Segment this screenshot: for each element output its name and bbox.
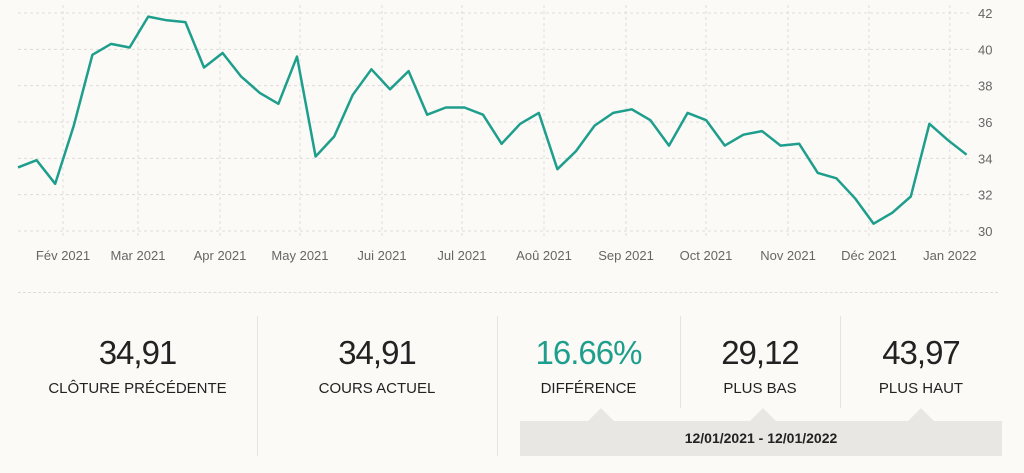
y-tick-label: 32 [978,188,992,203]
divider [257,316,258,456]
stat-value: 34,91 [98,334,178,371]
x-tick-label: Oct 2021 [680,248,733,263]
stat-low: 29,12 Plus bas [680,316,840,456]
stat-difference: 16.66% Différence [497,316,680,456]
x-tick-label: Mar 2021 [111,248,166,263]
divider [497,316,498,456]
stat-label: Clôture précédente [48,380,227,397]
x-tick-label: Fév 2021 [36,248,90,263]
divider [840,316,841,408]
stat-value: 43,97 [882,334,961,371]
x-tick-label: Jui 2021 [357,248,406,263]
stat-label: Plus haut [878,380,964,397]
stat-current-price: 34,91 Cours actuel [257,316,497,456]
stat-label: Plus bas [723,380,797,397]
y-tick-label: 36 [978,115,992,130]
y-tick-label: 42 [978,6,992,21]
stat-label: Cours actuel [318,380,436,397]
series-line [17,15,968,225]
x-tick-label: Aoû 2021 [516,248,572,263]
notch [908,408,934,421]
x-tick-label: Apr 2021 [194,248,247,263]
stat-value: 29,12 [721,334,800,371]
separator [18,292,998,293]
y-tick-label: 30 [978,224,992,239]
notch [588,408,614,421]
stat-high: 43,97 Plus haut [840,316,1002,456]
y-tick-label: 38 [978,79,992,94]
x-tick-label: Déc 2021 [841,248,897,263]
date-range: 12/01/2021 - 12/01/2022 [520,421,1002,456]
x-tick-label: May 2021 [271,248,328,263]
x-tick-label: Nov 2021 [760,248,816,263]
y-tick-label: 34 [978,151,992,166]
x-tick-label: Jul 2021 [437,248,486,263]
price-line-chart: 30 32 34 36 38 40 42 Fév 2021 Mar 2021 Apr 2021 Ma… [17,5,992,263]
divider [680,316,681,408]
stat-previous-close: 34,91 Clôture précédente [18,316,257,456]
x-tick-label: Jan 2022 [923,248,977,263]
stat-label: Différence [540,380,637,397]
stat-value: 16.66% [535,334,643,371]
x-tick-label: Sep 2021 [598,248,654,263]
y-tick-label: 40 [978,42,992,57]
notch [750,408,776,421]
stat-value: 34,91 [338,334,417,371]
